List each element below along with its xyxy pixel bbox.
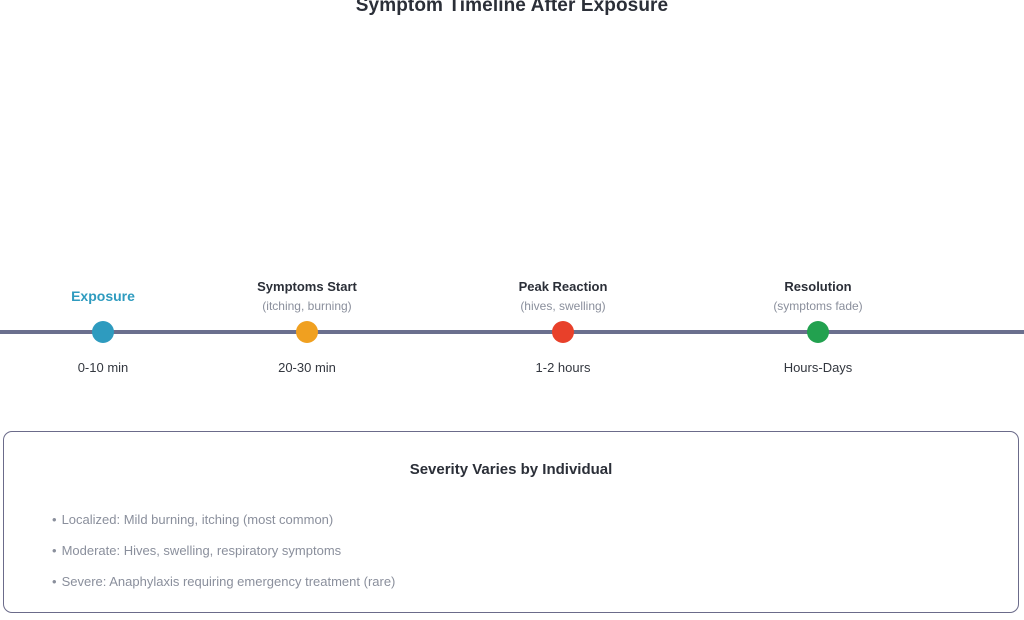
milestone-dot[interactable]: [92, 321, 114, 343]
severity-item-text: Moderate: Hives, swelling, respiratory s…: [61, 543, 342, 558]
milestone-time-label: 1-2 hours: [535, 360, 591, 375]
milestone-time-label: 0-10 min: [77, 360, 129, 375]
timeline-milestone[interactable]: Peak Reaction (hives, swelling) 1-2 hours: [413, 0, 713, 430]
severity-item-text: Severe: Anaphylaxis requiring emergency …: [61, 574, 396, 589]
severity-heading: Severity Varies by Individual: [409, 461, 613, 478]
milestone-time-label: Hours-Days: [783, 360, 853, 375]
severity-note-box: Severity Varies by Individual • Localized…: [3, 431, 1019, 613]
milestone-detail: (itching, burning): [262, 299, 352, 313]
bullet-icon: •: [52, 543, 57, 558]
bullet-icon: •: [52, 512, 57, 527]
milestone-dot[interactable]: [807, 321, 829, 343]
milestone-dot[interactable]: [296, 321, 318, 343]
timeline-milestone[interactable]: Symptoms Start (itching, burning) 20-30 mi…: [157, 0, 457, 430]
severity-list-item: • Severe: Anaphylaxis requiring emergency…: [52, 566, 998, 597]
severity-list-item: • Localized: Mild burning, itching (most …: [52, 504, 998, 535]
timeline-milestone[interactable]: Exposure 0-10 min: [0, 0, 253, 430]
milestone-label: Exposure: [71, 288, 135, 304]
severity-list: • Localized: Mild burning, itching (most …: [52, 504, 998, 597]
milestone-time-label: 20-30 min: [278, 360, 336, 375]
symptom-timeline: Exposure 0-10 min Symptoms Start (itching, …: [0, 0, 1024, 430]
timeline-milestone[interactable]: Resolution (symptoms fade) Hours-Days: [668, 0, 968, 430]
severity-item-text: Localized: Mild burning, itching (most c…: [61, 512, 334, 527]
milestone-label: Peak Reaction: [518, 279, 608, 294]
milestone-label: Symptoms Start: [257, 279, 357, 294]
severity-list-item: • Moderate: Hives, swelling, respiratory …: [52, 535, 998, 566]
milestone-label: Resolution: [784, 279, 852, 294]
timeline-axis-line: [0, 330, 1024, 334]
bullet-icon: •: [52, 574, 57, 589]
milestone-detail: (symptoms fade): [773, 299, 863, 313]
page-title: Symptom Timeline After Exposure: [355, 0, 669, 16]
milestone-dot[interactable]: [552, 321, 574, 343]
milestone-detail: (hives, swelling): [520, 299, 606, 313]
